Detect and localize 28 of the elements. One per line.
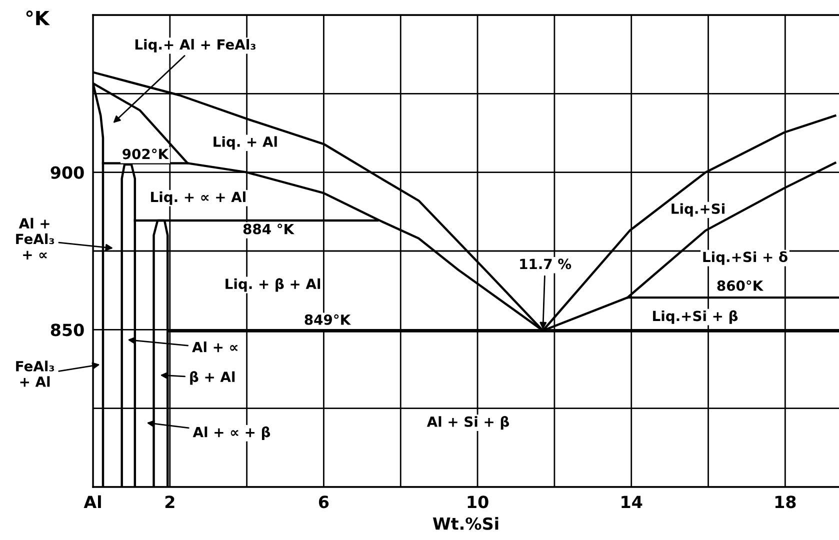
y-tick-label: 900 bbox=[50, 166, 84, 179]
annotation: 849°K bbox=[304, 314, 352, 325]
annotation: Liq. + ∝ + Al bbox=[151, 191, 246, 205]
annotation: Liq. + β + Al bbox=[226, 278, 320, 292]
annotation: Al + ∝ + β bbox=[192, 426, 270, 440]
annotation: 860°K bbox=[717, 280, 764, 291]
y-tick-label: 850 bbox=[50, 324, 84, 336]
annotation: 884 °K bbox=[243, 224, 294, 234]
annotation: Liq.+Si + δ bbox=[703, 251, 788, 265]
x-tick-label: 2 bbox=[165, 496, 174, 508]
y-axis-title: °K bbox=[26, 10, 50, 26]
x-axis-title: Wt.%Si bbox=[432, 517, 498, 530]
x-tick-label: Al bbox=[84, 495, 101, 508]
annotation: Al + Si + β bbox=[426, 416, 510, 430]
x-tick-label: 18 bbox=[775, 496, 796, 508]
annotation: Liq. + Al bbox=[214, 136, 277, 150]
annotation: Liq.+Si bbox=[672, 203, 724, 217]
x-tick-label: 14 bbox=[622, 496, 642, 508]
annotation: β + Al bbox=[190, 371, 235, 385]
annotation: 902°K bbox=[122, 148, 169, 160]
annotation: Al + ∝ bbox=[192, 342, 238, 352]
x-tick-label: 6 bbox=[318, 496, 329, 508]
annotation: 11.7 % bbox=[520, 258, 572, 270]
x-tick-label: 10 bbox=[468, 496, 488, 508]
text: Al + FeAl₃ + ∝ bbox=[16, 218, 54, 260]
annotation: Liq.+Si + β bbox=[653, 310, 738, 324]
annotation: Liq.+ Al + FeAl₃ bbox=[135, 38, 256, 52]
annotation: FeAl₃ + Al bbox=[16, 360, 54, 387]
